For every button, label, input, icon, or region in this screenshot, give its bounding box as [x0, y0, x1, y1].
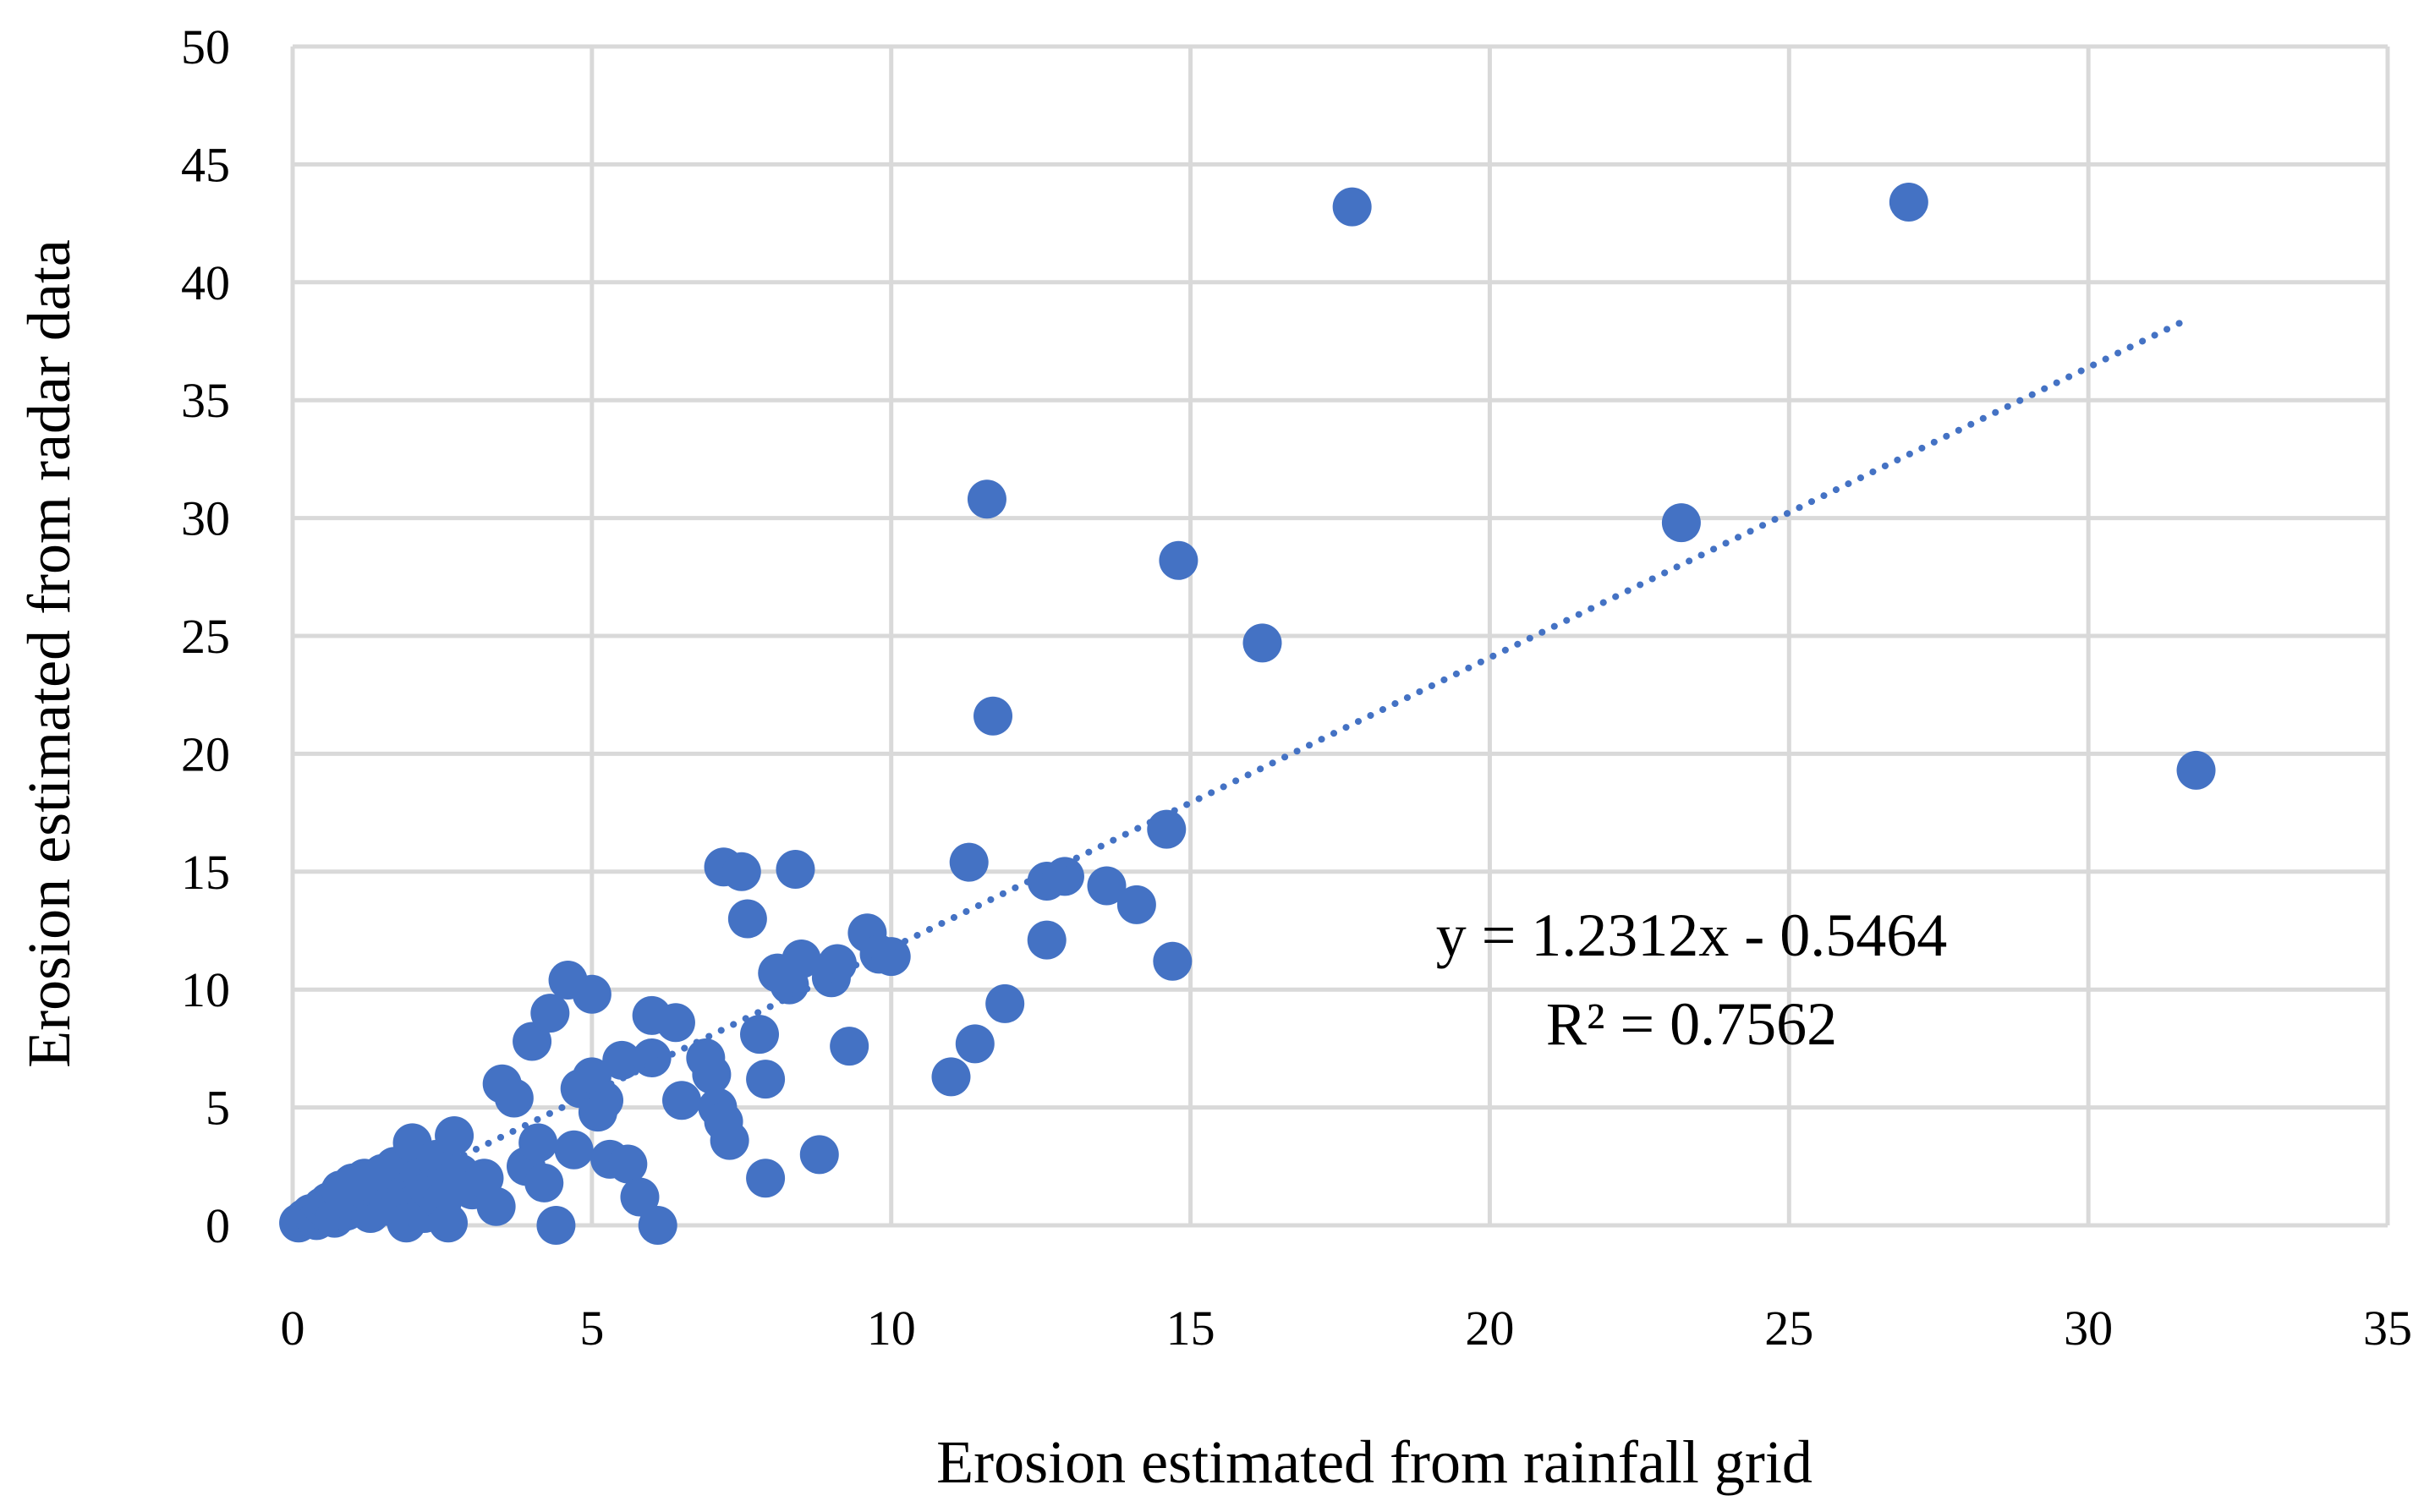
x-tick-label-6: 30: [2064, 1301, 2113, 1356]
r-squared-label: R² = 0.7562: [1546, 990, 1837, 1058]
y-tick-label-7: 35: [181, 373, 230, 428]
data-point-79: [955, 1024, 995, 1064]
data-point-53: [655, 1003, 695, 1043]
y-tick-label-5: 25: [181, 609, 230, 664]
data-points: [279, 183, 2216, 1245]
data-point-68: [776, 850, 815, 890]
data-point-95: [2176, 750, 2216, 790]
x-tick-label-7: 35: [2363, 1301, 2412, 1356]
data-point-36: [524, 1163, 564, 1202]
data-point-60: [710, 1120, 749, 1160]
data-point-89: [1153, 941, 1193, 981]
x-tick-label-3: 15: [1166, 1301, 1215, 1356]
data-point-62: [727, 899, 767, 939]
data-point-80: [967, 479, 1006, 519]
data-point-56: [692, 1055, 732, 1094]
x-tick-label-0: 0: [281, 1301, 305, 1356]
data-point-84: [1027, 920, 1067, 960]
data-point-65: [746, 1159, 786, 1198]
data-point-54: [662, 1081, 702, 1120]
data-point-88: [1147, 809, 1187, 849]
data-point-45: [584, 1081, 624, 1120]
y-tick-label-8: 40: [181, 255, 230, 310]
data-point-93: [1661, 503, 1701, 543]
y-tick-label-4: 20: [181, 726, 230, 781]
data-point-48: [608, 1144, 648, 1184]
data-point-64: [746, 1060, 786, 1099]
y-tick-label-6: 30: [181, 491, 230, 546]
data-point-85: [1045, 857, 1084, 896]
y-tick-label-9: 45: [181, 137, 230, 192]
x-tick-label-4: 20: [1465, 1301, 1514, 1356]
y-axis-title: Erosion estimated from radar data: [15, 239, 83, 1068]
data-point-81: [973, 696, 1013, 736]
x-tick-label-2: 10: [867, 1301, 916, 1356]
data-point-92: [1332, 187, 1372, 227]
data-point-52: [638, 1206, 677, 1245]
data-point-42: [572, 974, 611, 1014]
trendline-equation: y = 1.2312x - 0.5464: [1436, 901, 1948, 969]
y-axis-tick-labels: 0 5 10 15 20 25 30 35 40 45 50: [181, 19, 230, 1253]
data-point-61: [721, 852, 761, 891]
gridlines: [290, 44, 2390, 1228]
data-point-32: [494, 1078, 534, 1118]
x-axis-title: Erosion estimated from rainfall grid: [936, 1428, 1813, 1496]
data-point-40: [554, 1130, 594, 1170]
data-point-94: [1889, 183, 1928, 222]
y-tick-label-3: 15: [181, 845, 230, 900]
data-point-73: [830, 1027, 869, 1066]
data-point-91: [1242, 623, 1282, 663]
x-tick-label-5: 25: [1764, 1301, 1813, 1356]
y-tick-label-1: 5: [206, 1081, 230, 1136]
data-point-78: [949, 842, 989, 882]
data-point-35: [518, 1123, 558, 1163]
data-point-77: [931, 1057, 971, 1097]
y-tick-label-2: 10: [181, 962, 230, 1017]
y-tick-label-10: 50: [181, 19, 230, 74]
data-point-38: [536, 1206, 576, 1245]
data-point-37: [530, 994, 570, 1033]
y-tick-label-0: 0: [206, 1198, 230, 1253]
data-point-47: [602, 1040, 642, 1080]
data-point-87: [1116, 885, 1156, 924]
data-point-90: [1159, 540, 1198, 580]
data-point-26: [435, 1116, 474, 1156]
x-axis-tick-labels: 0 5 10 15 20 25 30 35: [281, 1301, 2413, 1356]
data-point-63: [740, 1015, 780, 1055]
data-point-25: [429, 1203, 469, 1243]
data-point-49: [620, 1177, 660, 1217]
x-tick-label-1: 5: [579, 1301, 604, 1356]
trendline: [301, 315, 2194, 1236]
data-point-51: [632, 1038, 672, 1078]
data-point-34: [513, 1022, 552, 1061]
data-point-82: [985, 983, 1025, 1023]
data-point-30: [476, 1186, 516, 1226]
data-point-86: [1087, 866, 1127, 906]
data-point-69: [782, 939, 821, 978]
data-point-70: [799, 1135, 839, 1175]
data-point-76: [871, 937, 911, 977]
data-point-72: [818, 944, 858, 983]
